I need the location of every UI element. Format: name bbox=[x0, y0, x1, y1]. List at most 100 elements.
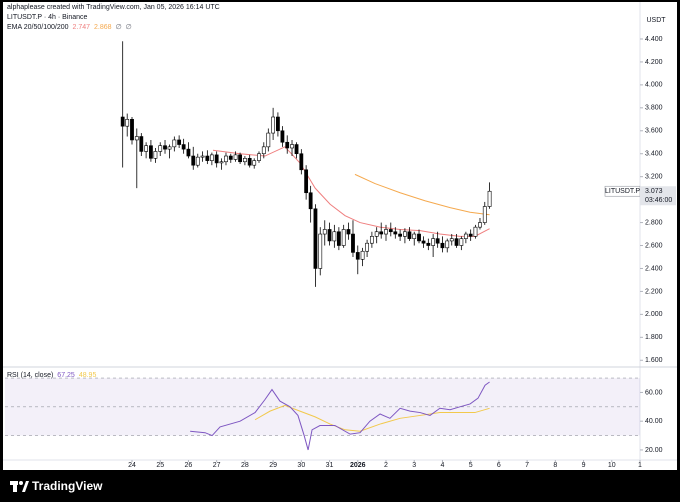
candle-body bbox=[482, 206, 487, 223]
candle-body bbox=[205, 155, 210, 161]
candle-body bbox=[280, 130, 285, 143]
candle-body bbox=[308, 192, 313, 210]
x-tick-label: 26 bbox=[185, 462, 193, 469]
candle-body bbox=[426, 242, 431, 246]
candle-body bbox=[322, 229, 327, 235]
candle-body bbox=[463, 233, 468, 239]
candle-body bbox=[318, 233, 323, 269]
rsi-y-tick-label: 40.00 bbox=[645, 418, 663, 425]
candle-body bbox=[454, 238, 459, 246]
rsi-title: RSI (14, close) bbox=[7, 372, 54, 379]
y-tick-label: 2.800 bbox=[645, 219, 663, 226]
candle-body bbox=[191, 155, 196, 166]
candle-body bbox=[172, 139, 177, 148]
x-tick-label: 1 bbox=[638, 462, 642, 469]
candle-body bbox=[355, 252, 360, 260]
candle-body bbox=[374, 231, 379, 237]
candle-body bbox=[290, 144, 294, 149]
candle-body bbox=[294, 144, 299, 155]
candle-body bbox=[379, 231, 384, 235]
candle-body bbox=[125, 119, 130, 127]
candle-body bbox=[449, 238, 454, 242]
candle-body bbox=[435, 238, 440, 244]
x-tick-label: 9 bbox=[582, 462, 586, 469]
candle-body bbox=[398, 233, 403, 237]
price-tag: LITUSDT.P 3.073 03:46:00 bbox=[604, 185, 676, 206]
candle-body bbox=[209, 154, 214, 161]
y-tick-label: 3.200 bbox=[645, 174, 663, 181]
candle-body bbox=[158, 145, 163, 152]
indicator-value: 2.747 bbox=[72, 24, 91, 31]
x-tick-label: 3 bbox=[412, 462, 416, 469]
logo-icon bbox=[10, 481, 29, 492]
candle-body bbox=[257, 153, 261, 161]
y-tick-label: 4.200 bbox=[645, 59, 663, 66]
x-tick-label: 10 bbox=[608, 462, 616, 469]
price-tag-symbol: LITUSDT.P bbox=[605, 188, 640, 195]
candle-body bbox=[214, 154, 219, 164]
x-tick-label: 25 bbox=[156, 462, 164, 469]
candle-body bbox=[120, 116, 125, 127]
candle-body bbox=[186, 148, 191, 157]
candle-body bbox=[271, 116, 276, 134]
candle-body bbox=[233, 154, 238, 160]
candle-body bbox=[266, 132, 271, 148]
y-tick-label: 3.400 bbox=[645, 151, 663, 158]
y-tick-label: 4.400 bbox=[645, 36, 663, 43]
header-text: alphaplease created with TradingView.com… bbox=[7, 4, 220, 11]
x-tick-label: 4 bbox=[440, 462, 444, 469]
candle-body bbox=[181, 144, 186, 150]
symbol-title: LITUSDT.P · 4h · Binance bbox=[7, 14, 88, 21]
price-tag-countdown: 03:46:00 bbox=[645, 197, 672, 204]
candle-body bbox=[313, 208, 318, 269]
ema-legend: EMA 20/50/100/200 2.747 2.868 ∅ ∅ bbox=[7, 23, 136, 33]
candle-body bbox=[130, 119, 134, 141]
y-tick-label: 3.600 bbox=[645, 128, 663, 135]
candle-body bbox=[468, 233, 473, 237]
x-tick-label: 2 bbox=[384, 462, 388, 469]
candle-body bbox=[431, 238, 436, 246]
candle-body bbox=[459, 238, 464, 246]
candle-body bbox=[238, 154, 242, 163]
candle-body bbox=[440, 242, 445, 249]
candle-body bbox=[144, 145, 149, 152]
logo-text: TradingView bbox=[32, 479, 103, 493]
candle-body bbox=[149, 145, 153, 159]
price-tag-value: 3.073 bbox=[645, 188, 663, 195]
candle-body bbox=[228, 155, 233, 160]
candle-body bbox=[332, 231, 337, 242]
x-tick-label: 2026 bbox=[350, 462, 366, 469]
candle-body bbox=[200, 155, 205, 158]
x-tick-label: 8 bbox=[553, 462, 557, 469]
indicator-label: EMA 20/50/100/200 bbox=[7, 24, 69, 31]
indicator-missing: ∅ bbox=[115, 24, 122, 31]
x-tick-label: 27 bbox=[213, 462, 221, 469]
candle-body bbox=[445, 240, 450, 249]
x-tick-label: 28 bbox=[241, 462, 249, 469]
candle-body bbox=[153, 151, 158, 159]
y-tick-label: 2.400 bbox=[645, 265, 663, 272]
candle-body bbox=[403, 231, 407, 237]
x-tick-label: 5 bbox=[469, 462, 473, 469]
candle-body bbox=[478, 222, 482, 228]
candle-body bbox=[384, 229, 388, 235]
x-tick-label: 6 bbox=[497, 462, 501, 469]
candle-body bbox=[341, 229, 346, 246]
price-tag-box bbox=[640, 186, 676, 206]
price-unit: USDT bbox=[646, 17, 666, 24]
indicator-value: 2.868 bbox=[94, 24, 112, 31]
rsi-value: 48.95 bbox=[78, 372, 97, 379]
candle-body bbox=[247, 158, 252, 166]
rsi-value: 67.25 bbox=[57, 372, 75, 379]
candle-body bbox=[327, 229, 332, 242]
x-tick-label: 31 bbox=[326, 462, 334, 469]
candle-body bbox=[242, 158, 247, 163]
candle-body bbox=[421, 240, 426, 244]
candle-body bbox=[393, 231, 398, 235]
ema-line bbox=[212, 146, 490, 237]
candle-body bbox=[195, 156, 200, 166]
candle-body bbox=[336, 231, 341, 246]
candle-body bbox=[369, 236, 374, 244]
y-tick-label: 4.000 bbox=[645, 82, 663, 89]
candle-body bbox=[351, 233, 355, 253]
